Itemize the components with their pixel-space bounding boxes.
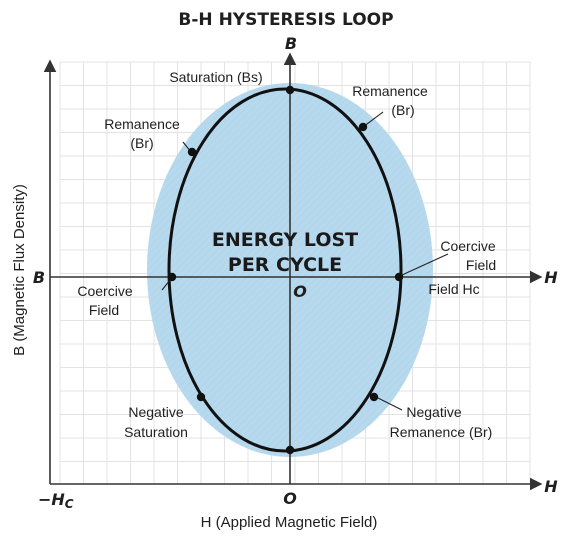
label-coercive-left-1: Coercive — [77, 283, 132, 299]
point-remanence-left — [187, 147, 197, 157]
axis-label-neg-hc-subscript: C — [65, 497, 74, 511]
y-axis-title: B (Magnetic Flux Density) — [11, 184, 28, 356]
hysteresis-loop — [167, 87, 403, 453]
energy-lost-line-1: ENERGY LOST — [212, 229, 358, 251]
point-bottom — [285, 445, 295, 455]
point-coercive-left — [167, 272, 177, 282]
label-saturation: Saturation (Bs) — [169, 69, 262, 85]
label-negative-remanence-1: Negative — [406, 404, 461, 420]
x-axis-title: H (Applied Magnetic Field) — [201, 514, 378, 531]
axis-label-b-top: B — [285, 34, 297, 53]
label-coercive-right-2: Field — [466, 257, 496, 273]
label-remanence-right-2: (Br) — [391, 102, 414, 118]
label-negative-saturation-2: Saturation — [124, 424, 188, 440]
diagram-title: B-H HYSTERESIS LOOP — [178, 10, 393, 30]
point-negative-saturation — [196, 392, 206, 402]
label-field-hc: Field Hc — [428, 281, 479, 297]
label-remanence-left-1: Remanence — [104, 116, 180, 132]
point-coercive-right — [394, 272, 404, 282]
point-negative-remanence — [369, 392, 379, 402]
loop-points — [167, 85, 404, 455]
point-saturation — [285, 85, 295, 95]
label-coercive-right-1: Coercive — [440, 238, 495, 254]
axis-label-origin-middle: O — [293, 282, 307, 301]
axis-label-h-middle: H — [544, 268, 558, 287]
axis-label-origin-bottom: O — [283, 489, 297, 508]
axis-label-b-left: B — [33, 268, 45, 287]
label-remanence-left-2: (Br) — [130, 135, 153, 151]
point-remanence-right — [358, 122, 368, 132]
axis-label-neg-hc: −HC — [38, 490, 74, 511]
energy-lost-line-2: PER CYCLE — [228, 254, 342, 276]
label-negative-remanence-2: Remanence (Br) — [390, 424, 493, 440]
axis-label-h-bottom: H — [544, 477, 558, 496]
label-negative-saturation-1: Negative — [128, 404, 183, 420]
label-remanence-right-1: Remanence — [352, 83, 428, 99]
label-coercive-left-2: Field — [89, 302, 119, 318]
